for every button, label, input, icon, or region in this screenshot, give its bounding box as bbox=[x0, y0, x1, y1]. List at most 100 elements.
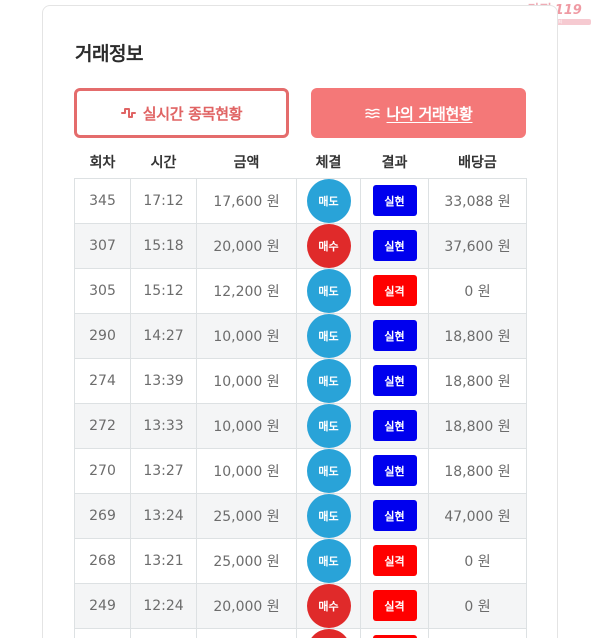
cell-trade: 매도 bbox=[296, 357, 361, 404]
cell-round: 274 bbox=[74, 357, 131, 404]
cell-payout: 0 원 bbox=[428, 582, 527, 629]
trade-type-badge: 매도 bbox=[306, 538, 351, 583]
cell-time: 13:24 bbox=[130, 492, 197, 539]
my-trades-button[interactable]: 나의 거래현황 bbox=[311, 88, 526, 138]
my-trades-label: 나의 거래현황 bbox=[386, 104, 473, 123]
result-badge: 실격 bbox=[372, 275, 417, 306]
table-row: 249 12:24 20,000 원 매수 실격 0 원 bbox=[74, 582, 527, 629]
cell-trade: 매도 bbox=[296, 267, 361, 314]
result-badge: 실격 bbox=[372, 590, 417, 621]
cell-trade: 매도 bbox=[296, 537, 361, 584]
cell-result: 실현 bbox=[360, 402, 429, 449]
realtime-status-button[interactable]: 실시간 종목현황 bbox=[74, 88, 289, 138]
cell-payout bbox=[428, 627, 527, 638]
wave-lines-icon bbox=[364, 108, 380, 119]
table-header-row: 회차 시간 금액 체결 결과 배당금 bbox=[75, 152, 527, 178]
header-amount: 금액 bbox=[233, 155, 260, 171]
cell-amount: 10,000 원 bbox=[196, 402, 297, 449]
header-result: 결과 bbox=[381, 155, 408, 171]
header-time: 시간 bbox=[150, 155, 177, 171]
cell-round: 307 bbox=[74, 222, 131, 269]
cell-amount bbox=[196, 627, 297, 638]
result-badge: 실현 bbox=[372, 185, 417, 216]
cell-result bbox=[360, 627, 429, 638]
cell-payout: 37,600 원 bbox=[428, 222, 527, 269]
cell-amount: 10,000 원 bbox=[196, 447, 297, 494]
cell-trade: 매수 bbox=[296, 582, 361, 629]
cell-round bbox=[74, 627, 131, 638]
trade-table: 회차 시간 금액 체결 결과 배당금 345 17:12 17,600 원 매도 실현 3… bbox=[74, 152, 527, 638]
result-badge: 실현 bbox=[372, 365, 417, 396]
header-trade: 체결 bbox=[315, 155, 342, 171]
header-round: 회차 bbox=[89, 155, 116, 171]
cell-result: 실현 bbox=[360, 492, 429, 539]
cell-amount: 10,000 원 bbox=[196, 312, 297, 359]
cell-payout: 18,800 원 bbox=[428, 402, 527, 449]
realtime-status-label: 실시간 종목현황 bbox=[142, 104, 243, 123]
cell-result: 실격 bbox=[360, 267, 429, 314]
cell-time: 15:18 bbox=[130, 222, 197, 269]
result-badge: 실격 bbox=[372, 545, 417, 576]
cell-amount: 25,000 원 bbox=[196, 537, 297, 584]
cell-time: 13:39 bbox=[130, 357, 197, 404]
cell-result: 실현 bbox=[360, 357, 429, 404]
cell-round: 305 bbox=[74, 267, 131, 314]
cell-result: 실현 bbox=[360, 447, 429, 494]
result-badge bbox=[372, 635, 417, 638]
cell-result: 실현 bbox=[360, 312, 429, 359]
result-badge: 실현 bbox=[372, 320, 417, 351]
cell-trade: 매수 bbox=[296, 222, 361, 269]
table-row: 345 17:12 17,600 원 매도 실현 33,088 원 bbox=[74, 177, 527, 224]
cell-time: 14:27 bbox=[130, 312, 197, 359]
pulse-icon bbox=[120, 107, 136, 119]
trade-type-badge: 매도 bbox=[306, 268, 351, 313]
table-row: 290 14:27 10,000 원 매도 실현 18,800 원 bbox=[74, 312, 527, 359]
cell-round: 249 bbox=[74, 582, 131, 629]
cell-time: 12:24 bbox=[130, 582, 197, 629]
table-row: 305 15:12 12,200 원 매도 실격 0 원 bbox=[74, 267, 527, 314]
result-badge: 실현 bbox=[372, 500, 417, 531]
cell-time: 17:12 bbox=[130, 177, 197, 224]
cell-round: 272 bbox=[74, 402, 131, 449]
cell-payout: 0 원 bbox=[428, 267, 527, 314]
result-badge: 실현 bbox=[372, 410, 417, 441]
cell-trade: 매도 bbox=[296, 177, 361, 224]
trade-type-badge: 매도 bbox=[306, 178, 351, 223]
cell-payout: 0 원 bbox=[428, 537, 527, 584]
header-payout: 배당금 bbox=[458, 155, 497, 171]
cell-round: 345 bbox=[74, 177, 131, 224]
cell-result: 실현 bbox=[360, 222, 429, 269]
cell-payout: 18,800 원 bbox=[428, 357, 527, 404]
cell-time: 13:27 bbox=[130, 447, 197, 494]
table-row: 274 13:39 10,000 원 매도 실현 18,800 원 bbox=[74, 357, 527, 404]
trade-type-badge bbox=[306, 628, 351, 638]
cell-amount: 20,000 원 bbox=[196, 222, 297, 269]
cell-trade: 매도 bbox=[296, 402, 361, 449]
trade-type-badge: 매도 bbox=[306, 358, 351, 403]
cell-time: 13:21 bbox=[130, 537, 197, 584]
watermark-number: 119 bbox=[554, 3, 582, 18]
cell-round: 290 bbox=[74, 312, 131, 359]
cell-amount: 17,600 원 bbox=[196, 177, 297, 224]
cell-amount: 10,000 원 bbox=[196, 357, 297, 404]
cell-amount: 20,000 원 bbox=[196, 582, 297, 629]
cell-time: 15:12 bbox=[130, 267, 197, 314]
table-row: 269 13:24 25,000 원 매도 실현 47,000 원 bbox=[74, 492, 527, 539]
trade-type-badge: 매도 bbox=[306, 493, 351, 538]
cell-result: 실격 bbox=[360, 537, 429, 584]
cell-payout: 18,800 원 bbox=[428, 312, 527, 359]
cell-amount: 25,000 원 bbox=[196, 492, 297, 539]
cell-trade: 매도 bbox=[296, 312, 361, 359]
cell-payout: 18,800 원 bbox=[428, 447, 527, 494]
table-row: 272 13:33 10,000 원 매도 실현 18,800 원 bbox=[74, 402, 527, 449]
cell-payout: 47,000 원 bbox=[428, 492, 527, 539]
cell-amount: 12,200 원 bbox=[196, 267, 297, 314]
cell-time bbox=[130, 627, 197, 638]
cell-round: 270 bbox=[74, 447, 131, 494]
trade-type-badge: 매도 bbox=[306, 448, 351, 493]
table-row: 307 15:18 20,000 원 매수 실현 37,600 원 bbox=[74, 222, 527, 269]
page-title: 거래정보 bbox=[75, 43, 143, 65]
result-badge: 실현 bbox=[372, 230, 417, 261]
cell-result: 실격 bbox=[360, 582, 429, 629]
cell-trade: 매도 bbox=[296, 447, 361, 494]
